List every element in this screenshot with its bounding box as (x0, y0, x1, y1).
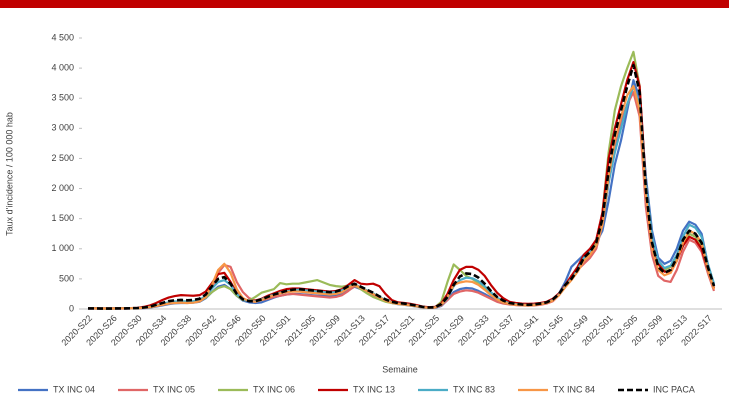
y-tick-label: 3 500 (51, 93, 74, 103)
series-line (88, 85, 716, 310)
legend-label: TX INC 05 (153, 384, 195, 394)
series-line (88, 91, 716, 310)
y-tick-label: 4 000 (51, 62, 74, 72)
legend-label: TX INC 83 (453, 384, 495, 394)
top-banner (0, 0, 729, 8)
x-axis-title: Semaine (382, 364, 418, 374)
y-tick-label: 2 000 (51, 183, 74, 193)
y-tick-label: 4 500 (51, 32, 74, 42)
y-axis-title: Taux d'incidence / 100 000 hab (4, 112, 14, 236)
y-tick-label: 500 (59, 273, 74, 283)
y-tick-label: 1 000 (51, 243, 74, 253)
y-tick-label: 1 500 (51, 213, 74, 223)
legend-label: TX INC 84 (553, 384, 595, 394)
legend-label: INC PACA (653, 384, 695, 394)
legend-label: TX INC 06 (253, 384, 295, 394)
series-line (88, 50, 716, 310)
y-tick-label: 3 000 (51, 123, 74, 133)
series-line (88, 63, 716, 310)
y-tick-label: 0 (69, 303, 74, 313)
series-line (88, 60, 716, 310)
legend-label: TX INC 13 (353, 384, 395, 394)
legend-label: TX INC 04 (53, 384, 95, 394)
y-tick-label: 2 500 (51, 153, 74, 163)
